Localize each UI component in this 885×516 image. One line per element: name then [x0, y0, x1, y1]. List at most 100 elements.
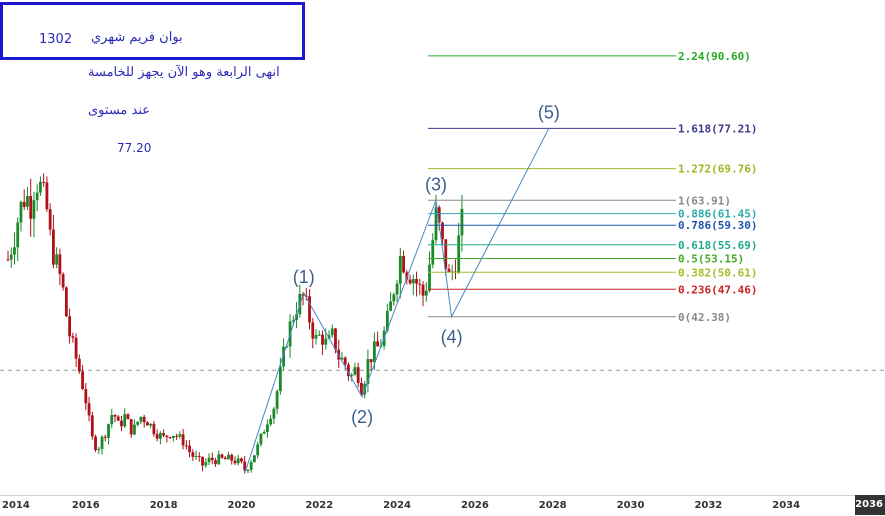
candle-body-41 — [139, 416, 143, 422]
candle-body-99 — [327, 335, 331, 339]
candle-body-73 — [243, 461, 247, 471]
candle-body-89 — [295, 314, 298, 321]
candle-body-62 — [207, 457, 211, 463]
candle-body-132 — [434, 207, 438, 241]
fib-label-1.272: 1.272(69.76) — [678, 163, 757, 176]
candle-body-6 — [26, 195, 29, 207]
candle-body-88 — [291, 320, 295, 322]
candle-body-95 — [314, 335, 318, 339]
candle-body-77 — [256, 444, 260, 456]
candle-body-83 — [275, 391, 279, 409]
wave-label-3: (3) — [425, 174, 447, 194]
candle-body-3 — [16, 222, 20, 248]
candle-body-125 — [411, 279, 415, 284]
candle-body-19 — [68, 316, 72, 337]
candle-body-18 — [64, 287, 68, 317]
candle-body-64 — [214, 460, 217, 465]
candle-body-129 — [424, 290, 428, 296]
candle-body-66 — [220, 454, 224, 458]
candle-body-82 — [272, 408, 276, 419]
x-tick-2032: 2032 — [694, 500, 723, 511]
candle-body-97 — [321, 334, 324, 345]
candle-body-69 — [230, 454, 234, 461]
candle-body-92 — [304, 295, 308, 297]
candle-body-126 — [415, 279, 418, 284]
candle-body-10 — [39, 181, 42, 193]
wave-label-5: (5) — [538, 102, 560, 122]
candle-body-117 — [385, 310, 389, 331]
x-tick-2024: 2024 — [383, 500, 411, 511]
candle-body-28 — [97, 448, 101, 451]
candle-body-133 — [437, 207, 441, 223]
candle-body-48 — [162, 433, 166, 436]
wave-label-1: (1) — [293, 267, 315, 287]
candle-body-32 — [110, 414, 114, 425]
fib-label-2.24: 2.24(90.60) — [678, 50, 751, 63]
candle-body-12 — [45, 182, 49, 210]
candle-body-39 — [133, 424, 136, 435]
candle-body-134 — [441, 222, 444, 240]
candle-body-16 — [58, 254, 62, 275]
candle-body-79 — [262, 431, 266, 434]
candle-body-35 — [120, 420, 123, 427]
candle-body-11 — [42, 181, 46, 183]
candle-body-111 — [366, 359, 370, 384]
fib-label-0.618: 0.618(55.69) — [678, 239, 757, 252]
candle-body-78 — [259, 433, 263, 445]
candle-body-9 — [35, 192, 39, 201]
candle-body-4 — [19, 201, 23, 223]
candle-body-114 — [376, 341, 380, 347]
candle-body-104 — [343, 357, 347, 365]
candle-body-31 — [107, 424, 110, 438]
candle-body-17 — [61, 274, 65, 288]
candle-body-76 — [253, 455, 256, 463]
candle-body-140 — [460, 208, 464, 236]
note-wave-status: انهى الرابعة وهو الآن يجهز للخامسة — [88, 65, 280, 80]
candle-body-45 — [152, 423, 156, 435]
candle-body-56 — [188, 445, 191, 453]
candle-body-103 — [340, 357, 344, 360]
candle-body-106 — [350, 374, 354, 377]
x-tick-2020: 2020 — [227, 500, 256, 511]
candle-body-131 — [431, 240, 435, 265]
candle-body-5 — [22, 201, 26, 207]
candle-body-107 — [353, 367, 357, 375]
candle-body-51 — [171, 435, 175, 438]
candle-body-75 — [249, 462, 253, 470]
candle-body-85 — [282, 346, 286, 367]
candle-body-123 — [405, 272, 409, 280]
candle-body-44 — [149, 423, 153, 426]
candle-body-84 — [278, 366, 282, 392]
candle-body-119 — [392, 294, 396, 302]
candle-body-8 — [32, 200, 36, 219]
candle-body-59 — [197, 455, 201, 457]
candle-body-58 — [194, 455, 198, 457]
candle-body-22 — [77, 358, 81, 372]
fib-label-1: 1(63.91) — [678, 194, 731, 207]
price-chart[interactable]: 2.24(90.60) 1.618(77.21) 1.272(69.76) 1(63.… — [0, 0, 885, 495]
candle-body-61 — [204, 462, 208, 466]
candle-body-20 — [71, 336, 75, 338]
note-symbol: 1302 — [39, 32, 73, 47]
candle-body-23 — [81, 371, 84, 390]
note-level-value: 77.20 — [117, 141, 152, 155]
note-timeframe: بوان فريم شهري — [91, 30, 183, 45]
candle-body-100 — [330, 328, 334, 336]
x-tick-2028: 2028 — [538, 500, 567, 511]
candle-body-118 — [389, 301, 393, 311]
candle-body-121 — [398, 256, 402, 284]
timeframe-note-box: 1302 بوان فريم شهري — [0, 2, 305, 60]
fib-label-0.786: 0.786(59.30) — [678, 219, 757, 232]
candle-body-42 — [142, 416, 146, 423]
candle-body-53 — [178, 434, 182, 437]
fib-label-0.382: 0.382(50.61) — [678, 266, 757, 279]
candle-body-65 — [217, 454, 221, 465]
candle-body-128 — [421, 284, 425, 296]
candle-body-54 — [181, 434, 185, 446]
x-tick-2030: 2030 — [616, 500, 645, 511]
candle-body-113 — [372, 341, 376, 363]
candle-body-68 — [227, 454, 230, 460]
candle-body-24 — [84, 389, 88, 404]
x-tick-2016: 2016 — [71, 500, 100, 511]
